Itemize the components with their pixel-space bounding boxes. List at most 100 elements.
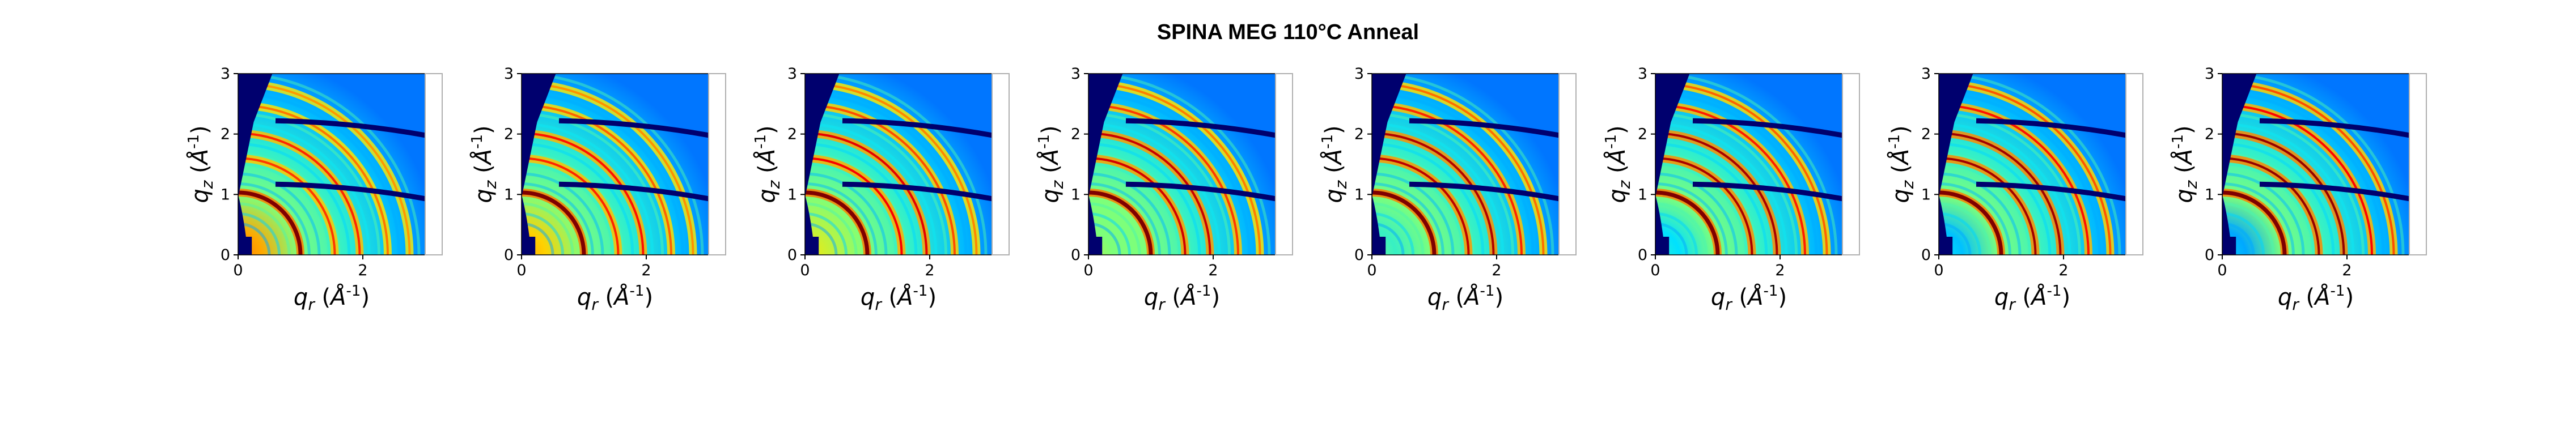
missing-wedge [522, 74, 556, 198]
x-tick-label: 0 [516, 262, 526, 279]
heatmap-area [1655, 74, 1842, 255]
y-tick-label: 2 [221, 126, 230, 143]
beamstop [238, 237, 252, 255]
y-axis-label: qz (Å-1) [752, 125, 783, 203]
detector-gap [1692, 118, 1842, 138]
y-axis-label: qz (Å-1) [469, 125, 500, 203]
y-tick-label: 3 [1638, 65, 1647, 83]
y-tick-label: 2 [1921, 126, 1931, 143]
detector-gap [1692, 181, 1842, 202]
y-tick-label: 3 [1071, 65, 1081, 83]
y-axis-label: qz (Å-1) [1886, 125, 1917, 203]
right-strip [425, 73, 443, 255]
x-axis-label: qr (Å-1) [294, 283, 370, 314]
beamstop [805, 237, 819, 255]
y-axis-label: qz (Å-1) [185, 125, 217, 203]
missing-wedge [1939, 74, 1973, 198]
x-tick-label: 0 [1367, 262, 1376, 279]
y-tick-label: 3 [504, 65, 514, 83]
missing-wedge [238, 74, 273, 198]
x-axis-label: qr (Å-1) [577, 283, 653, 314]
right-strip [1275, 73, 1293, 255]
heatmap-svg: 0 1 2 3 0 2 qr (Å-1) qz (Å-1) [1886, 65, 2143, 314]
x-tick-label: 0 [233, 262, 243, 279]
right-strip [2409, 73, 2427, 255]
y-tick-label: 1 [1921, 186, 1931, 203]
detector-gap [1976, 181, 2126, 202]
y-tick-label: 1 [221, 186, 230, 203]
y-tick-label: 3 [1921, 65, 1931, 83]
giwaxs-panel: 0 1 2 3 0 2 qr (Å-1) qz (Å-1) [2166, 51, 2427, 314]
detector-gap [275, 181, 425, 202]
beamstop [1655, 237, 1670, 255]
missing-wedge [1372, 74, 1406, 198]
y-axis-label: qz (Å-1) [1319, 125, 1350, 203]
y-tick-label: 2 [787, 126, 797, 143]
giwaxs-panel: 0 1 2 3 0 2 qr (Å-1) qz (Å-1) [1032, 51, 1293, 314]
y-tick-label: 3 [1354, 65, 1364, 83]
giwaxs-panel: 0 1 2 3 0 2 qr (Å-1) qz (Å-1) [748, 51, 1010, 314]
detector-gap [842, 118, 992, 138]
y-tick-label: 0 [1921, 246, 1931, 264]
x-tick-label: 2 [358, 262, 367, 279]
y-tick-label: 1 [1354, 186, 1364, 203]
y-axis-label: qz (Å-1) [1036, 125, 1067, 203]
right-strip [2125, 73, 2143, 255]
x-axis-label: qr (Å-1) [2278, 283, 2354, 314]
x-axis-label: qr (Å-1) [861, 283, 937, 314]
x-axis-label: qr (Å-1) [1427, 283, 1503, 314]
x-axis-label: qr (Å-1) [1994, 283, 2070, 314]
x-tick-label: 0 [1650, 262, 1660, 279]
y-tick-label: 1 [787, 186, 797, 203]
detector-gap [558, 118, 709, 138]
heatmap-svg: 0 1 2 3 0 2 qr (Å-1) qz (Å-1) [1319, 65, 1577, 314]
x-tick-label: 2 [2342, 262, 2352, 279]
missing-wedge [1655, 74, 1690, 198]
right-strip [992, 73, 1010, 255]
y-tick-label: 0 [504, 246, 514, 264]
y-tick-label: 0 [221, 246, 230, 264]
y-tick-label: 3 [2205, 65, 2214, 83]
x-axis-label: qr (Å-1) [1144, 283, 1220, 314]
heatmap-area [805, 74, 992, 255]
x-tick-label: 2 [925, 262, 934, 279]
detector-gap [558, 181, 709, 202]
figure-title: SPINA MEG 110°C Anneal [1156, 20, 1420, 44]
detector-gap [1125, 181, 1276, 202]
detector-gap [842, 181, 992, 202]
y-tick-label: 3 [787, 65, 797, 83]
detector-gap [1125, 118, 1276, 138]
beamstop [1939, 237, 1953, 255]
y-tick-label: 0 [2205, 246, 2214, 264]
giwaxs-panel: 0 1 2 3 0 2 qr (Å-1) qz (Å-1) [1599, 51, 1860, 314]
heatmap-svg: 0 1 2 3 0 2 qr (Å-1) qz (Å-1) [2170, 65, 2427, 314]
detector-gap [2259, 118, 2409, 138]
y-tick-label: 2 [2205, 126, 2214, 143]
heatmap-area [522, 74, 709, 255]
missing-wedge [2222, 74, 2257, 198]
x-tick-label: 2 [1775, 262, 1785, 279]
beamstop [2222, 237, 2236, 255]
y-axis-label: qz (Å-1) [1603, 125, 1634, 203]
x-tick-label: 0 [1934, 262, 1943, 279]
detector-gap [1409, 181, 1559, 202]
missing-wedge [805, 74, 840, 198]
x-tick-label: 2 [1208, 262, 1218, 279]
y-tick-label: 0 [787, 246, 797, 264]
giwaxs-panel: 0 1 2 3 0 2 qr (Å-1) qz (Å-1) [181, 51, 443, 314]
beamstop [1372, 237, 1386, 255]
missing-wedge [1088, 74, 1123, 198]
x-tick-label: 2 [1492, 262, 1501, 279]
y-tick-label: 2 [504, 126, 514, 143]
y-tick-label: 0 [1638, 246, 1647, 264]
heatmap-svg: 0 1 2 3 0 2 qr (Å-1) qz (Å-1) [185, 65, 443, 314]
detector-gap [1409, 118, 1559, 138]
y-tick-label: 3 [221, 65, 230, 83]
beamstop [522, 237, 536, 255]
heatmap-area [1088, 74, 1276, 255]
beamstop [1088, 237, 1103, 255]
right-strip [1842, 73, 1860, 255]
x-tick-label: 0 [1083, 262, 1093, 279]
y-tick-label: 2 [1354, 126, 1364, 143]
giwaxs-panel: 0 1 2 3 0 2 qr (Å-1) qz (Å-1) [1882, 51, 2143, 314]
